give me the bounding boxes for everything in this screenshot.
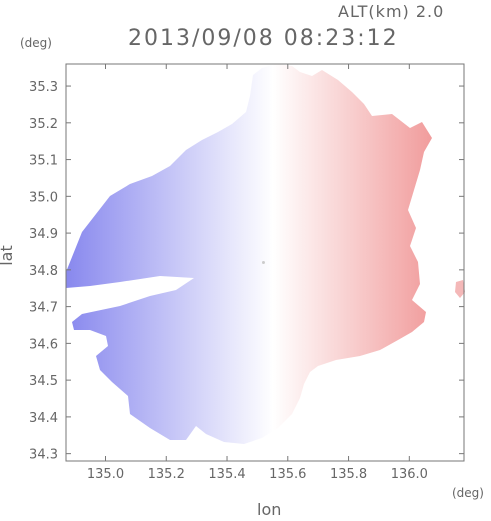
x-tick-label: 135.2 xyxy=(148,467,185,482)
y-tick-label: 34.3 xyxy=(29,448,58,463)
x-tick-label: 135.6 xyxy=(269,467,306,482)
x-tick-label: 135.8 xyxy=(330,467,367,482)
altitude-label: ALT(km) 2.0 xyxy=(338,2,445,21)
radar-echo-field xyxy=(66,64,432,444)
y-tick-label: 34.7 xyxy=(29,301,58,316)
y-axis-unit: (deg) xyxy=(20,36,52,50)
y-tick-label: 34.6 xyxy=(29,337,58,352)
x-tick-label: 135.0 xyxy=(87,467,124,482)
radar-echo-layer xyxy=(66,64,465,444)
y-tick-label: 34.8 xyxy=(29,264,58,279)
radar-site-marker xyxy=(261,261,265,264)
plot-frame xyxy=(65,63,465,462)
x-axis-unit: (deg) xyxy=(452,486,484,500)
y-tick-label: 34.9 xyxy=(29,227,58,242)
y-tick-label: 35.2 xyxy=(29,117,58,132)
y-tick-label: 35.0 xyxy=(29,190,58,205)
y-tick-label: 35.1 xyxy=(29,154,58,169)
plot-border xyxy=(65,63,465,462)
chart-title: 2013/09/08 08:23:12 xyxy=(128,26,399,51)
y-tick-label: 34.4 xyxy=(29,411,58,426)
y-tick-label: 34.5 xyxy=(29,374,58,389)
x-tick-label: 136.0 xyxy=(391,467,428,482)
y-axis: 34.3 34.4 34.5 34.6 34.7 34.8 34.9 35.0 35.1 35.2… xyxy=(29,80,464,463)
y-tick-label: 35.3 xyxy=(29,80,58,95)
east-outlier-patch xyxy=(455,280,465,298)
x-axis-label: lon xyxy=(257,500,282,519)
x-tick-label: 135.4 xyxy=(208,467,245,482)
x-axis: 135.0 135.2 135.4 135.6 135.8 136.0 xyxy=(87,64,428,482)
